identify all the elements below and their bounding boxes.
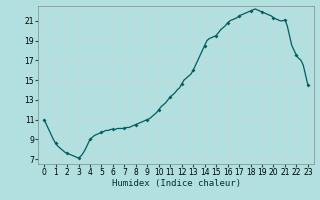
X-axis label: Humidex (Indice chaleur): Humidex (Indice chaleur) <box>111 179 241 188</box>
